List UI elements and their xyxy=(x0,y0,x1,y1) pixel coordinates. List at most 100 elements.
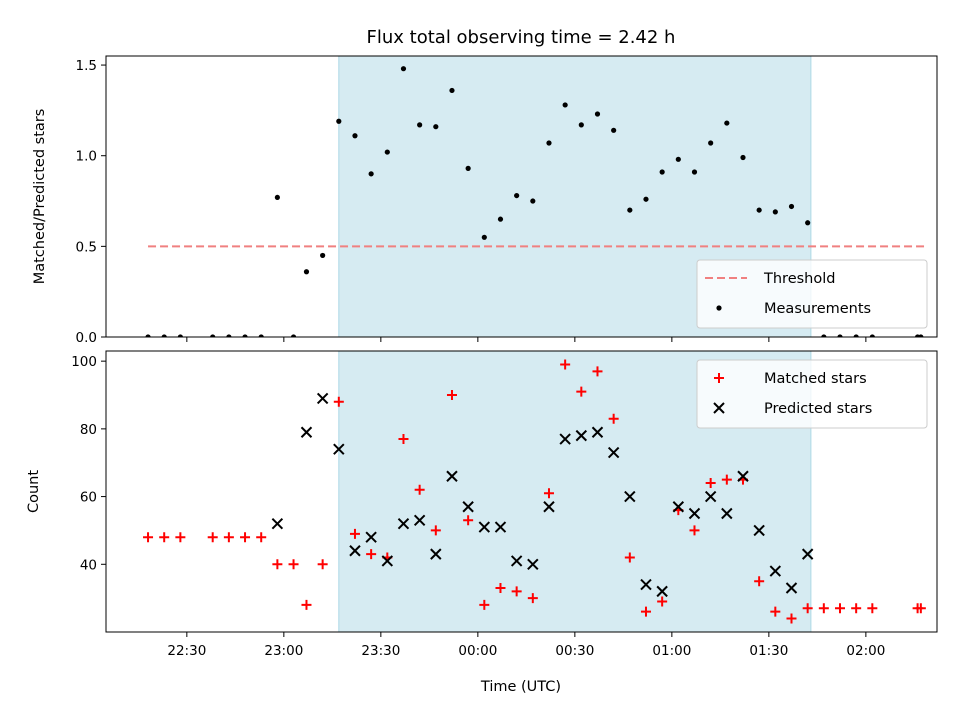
xtick-label-5: 01:00 xyxy=(652,643,691,659)
predicted-star-point-4 xyxy=(349,545,361,557)
top-plot-area xyxy=(145,66,925,337)
matched-star-point-0 xyxy=(143,532,154,543)
xtick-label-4: 00:30 xyxy=(555,643,594,659)
measurement-point-0 xyxy=(145,334,151,337)
measurement-point-5 xyxy=(242,334,248,337)
bottom-legend-box xyxy=(696,359,928,429)
predicted-star-point-25 xyxy=(688,507,701,520)
matched-star-point-24 xyxy=(543,488,554,499)
top-ytick-label-0: 0.0 xyxy=(76,330,97,346)
measurement-point-2 xyxy=(177,334,183,337)
measurement-point-7 xyxy=(274,194,280,201)
measurement-point-24 xyxy=(546,140,552,146)
predicted-star-point-3 xyxy=(333,443,345,455)
measurement-point-10 xyxy=(320,252,326,259)
measurement-point-39 xyxy=(788,203,795,210)
measurement-point-46 xyxy=(918,334,924,337)
predicted-star-point-11 xyxy=(462,501,474,513)
xtick-label-2: 23:30 xyxy=(361,643,400,659)
matched-star-point-25 xyxy=(560,359,571,370)
measurement-point-32 xyxy=(675,156,681,162)
predicted-star-point-2 xyxy=(316,392,329,405)
measurement-point-33 xyxy=(691,169,698,175)
measurement-point-21 xyxy=(497,216,504,222)
matched-star-point-23 xyxy=(527,593,538,604)
measurement-point-11 xyxy=(336,118,342,124)
bottom-legend-label-1: Predicted stars xyxy=(764,401,872,417)
xtick-label-3: 00:00 xyxy=(458,643,497,659)
predicted-star-point-18 xyxy=(575,429,588,442)
matched-star-point-30 xyxy=(640,606,651,617)
matched-star-point-26 xyxy=(576,386,587,397)
predicted-star-point-23 xyxy=(656,585,668,598)
predicted-star-point-28 xyxy=(737,470,749,482)
xtick-label-0: 22:30 xyxy=(167,643,206,659)
measurement-point-12 xyxy=(352,133,358,139)
matched-star-point-39 xyxy=(786,613,797,624)
measurement-point-36 xyxy=(740,154,746,161)
predicted-star-point-27 xyxy=(721,507,733,520)
measurement-point-22 xyxy=(514,192,520,199)
matched-star-point-5 xyxy=(240,532,251,543)
matched-star-point-18 xyxy=(446,390,457,401)
matched-star-point-3 xyxy=(207,532,218,543)
predicted-star-point-5 xyxy=(365,531,377,543)
measurement-point-19 xyxy=(465,165,471,171)
measurement-point-9 xyxy=(303,269,310,275)
top-legend: Threshold Measurements xyxy=(696,259,928,329)
matched-star-point-29 xyxy=(624,552,635,563)
measurement-point-35 xyxy=(724,120,730,126)
top-y-axis-label: Matched/Predicted stars xyxy=(32,109,48,285)
measurement-point-13 xyxy=(368,171,374,177)
measurement-point-42 xyxy=(837,334,843,337)
xtick-label-1: 23:00 xyxy=(264,643,303,659)
measurement-point-23 xyxy=(530,198,536,204)
matched-star-point-8 xyxy=(288,559,299,570)
measurement-point-29 xyxy=(627,207,633,213)
matched-star-point-20 xyxy=(479,599,490,610)
measurement-point-8 xyxy=(290,334,297,337)
measurement-point-34 xyxy=(708,140,714,146)
measurement-point-38 xyxy=(772,209,778,215)
xtick-label-7: 02:00 xyxy=(846,643,885,659)
predicted-star-point-20 xyxy=(607,446,620,459)
matched-star-point-7 xyxy=(272,559,283,570)
measurement-point-17 xyxy=(433,124,439,130)
bottom-ytick-label-1: 60 xyxy=(80,490,97,506)
x-axis-label: Time (UTC) xyxy=(480,679,561,695)
matched-star-point-37 xyxy=(754,576,765,587)
measurement-point-37 xyxy=(756,207,762,213)
measurement-point-43 xyxy=(853,334,859,337)
measurement-point-1 xyxy=(161,334,167,337)
matched-star-point-40 xyxy=(802,603,813,614)
legend-matched-swatch xyxy=(714,373,724,383)
measurement-point-16 xyxy=(417,122,423,128)
bottom-panel: 40 60 80 100 22:30 23:00 23:30 00:00 00:30 01:00 0… xyxy=(26,350,938,659)
matched-star-point-41 xyxy=(818,603,829,614)
xtick-label-6: 01:30 xyxy=(749,643,788,659)
bottom-axes-frame xyxy=(105,350,938,633)
matched-star-point-28 xyxy=(608,413,619,424)
measurement-point-20 xyxy=(481,234,487,240)
predicted-star-point-32 xyxy=(801,548,814,560)
measurement-point-25 xyxy=(562,102,568,108)
matched-star-point-1 xyxy=(159,532,170,543)
measurement-point-41 xyxy=(821,334,827,337)
bottom-legend: Matched stars Predicted stars xyxy=(696,359,928,429)
matched-star-point-11 xyxy=(333,396,344,407)
predicted-star-point-22 xyxy=(640,578,652,591)
matched-star-point-46 xyxy=(915,603,926,614)
predicted-star-point-12 xyxy=(478,521,491,533)
predicted-star-point-15 xyxy=(527,558,539,570)
predicted-star-point-9 xyxy=(430,548,442,560)
measurement-point-6 xyxy=(258,334,264,337)
measurement-point-14 xyxy=(384,149,390,155)
measurement-point-26 xyxy=(578,122,584,128)
matched-star-point-43 xyxy=(851,603,862,614)
predicted-star-point-19 xyxy=(591,426,604,438)
matched-star-point-31 xyxy=(657,596,668,607)
predicted-star-point-31 xyxy=(785,582,798,594)
top-legend-label-1: Measurements xyxy=(764,301,871,317)
matched-star-point-4 xyxy=(223,532,234,543)
matched-star-point-13 xyxy=(366,549,377,560)
